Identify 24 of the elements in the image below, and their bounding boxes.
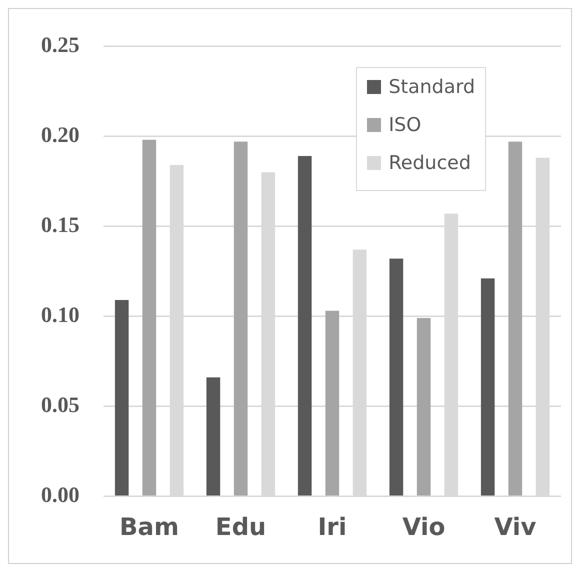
y-tick-label: 0.15 <box>41 212 80 237</box>
y-tick-label: 0.25 <box>41 32 80 57</box>
bar <box>508 142 522 496</box>
bar <box>416 318 431 496</box>
legend-label: Reduced <box>388 152 471 174</box>
bar <box>206 377 220 496</box>
bar <box>298 156 312 496</box>
y-tick-label: 0.00 <box>41 482 80 507</box>
x-tick-label: Iri <box>318 512 347 541</box>
x-tick-label: Edu <box>215 512 266 541</box>
x-tick-label: Vio <box>402 512 446 541</box>
bar <box>234 142 248 496</box>
legend-label: Standard <box>388 76 475 98</box>
bar <box>142 140 156 496</box>
x-tick-label: Bam <box>120 512 179 541</box>
y-tick-label: 0.20 <box>41 122 80 147</box>
bar <box>114 300 129 496</box>
y-tick-label: 0.10 <box>41 302 80 327</box>
bar <box>389 258 404 496</box>
bar <box>325 310 340 496</box>
x-tick-label: Viv <box>494 512 537 541</box>
y-tick-label: 0.05 <box>41 392 80 417</box>
legend-label: ISO <box>388 114 422 136</box>
bar <box>480 278 495 496</box>
